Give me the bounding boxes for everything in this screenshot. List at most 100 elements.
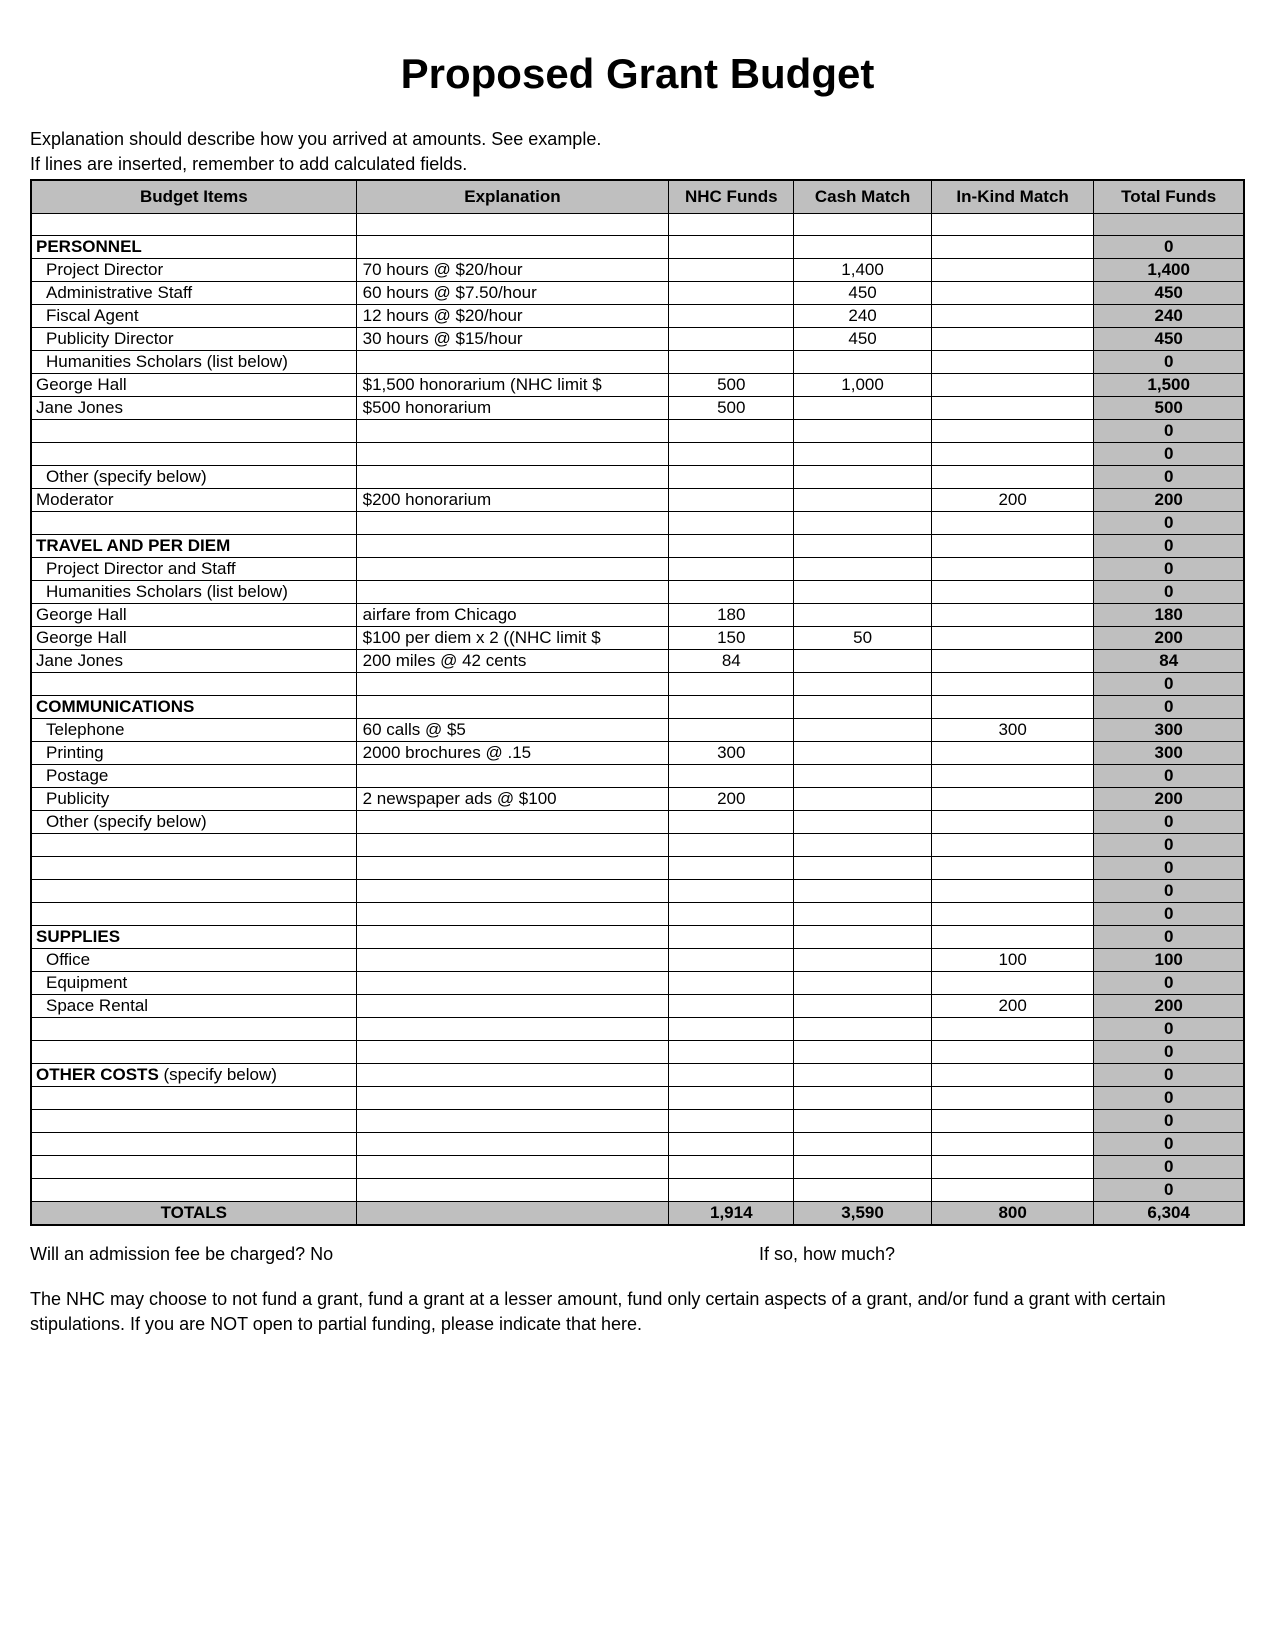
cell-cash: [794, 696, 932, 719]
cell-cash: [794, 788, 932, 811]
cell-item: [31, 1110, 356, 1133]
table-row: OTHER COSTS (specify below)0: [31, 1064, 1244, 1087]
intro-line-2: If lines are inserted, remember to add c…: [30, 153, 1245, 176]
cell-cash: [794, 811, 932, 834]
cell-explanation: [356, 972, 669, 995]
table-row: [31, 214, 1244, 236]
cell-explanation: [356, 1133, 669, 1156]
intro-line-1: Explanation should describe how you arri…: [30, 128, 1245, 151]
cell-cash: [794, 673, 932, 696]
cell-cash: [794, 1087, 932, 1110]
cell-explanation: 2 newspaper ads @ $100: [356, 788, 669, 811]
table-row: Project Director70 hours @ $20/hour1,400…: [31, 259, 1244, 282]
admission-fee-amount-question: If so, how much?: [759, 1244, 1245, 1265]
cell-total: 0: [1094, 236, 1244, 259]
cell-item: Project Director: [31, 259, 356, 282]
cell-item: [31, 857, 356, 880]
cell-nhc: [669, 1179, 794, 1202]
cell-total: 0: [1094, 1133, 1244, 1156]
table-row: 0: [31, 443, 1244, 466]
cell-total: 1,500: [1094, 374, 1244, 397]
cell-kind: [931, 535, 1094, 558]
cell-kind: [931, 397, 1094, 420]
cell-nhc: [669, 1156, 794, 1179]
cell-cash: 1,400: [794, 259, 932, 282]
cell-item: [31, 880, 356, 903]
cell-kind: [931, 788, 1094, 811]
cell-explanation: [356, 857, 669, 880]
table-row: TRAVEL AND PER DIEM0: [31, 535, 1244, 558]
cell-item: Project Director and Staff: [31, 558, 356, 581]
cell-kind: [931, 1018, 1094, 1041]
cell-item: Publicity Director: [31, 328, 356, 351]
cell-kind: [931, 1133, 1094, 1156]
cell-nhc: [669, 558, 794, 581]
table-row: 0: [31, 1156, 1244, 1179]
cell-cash: [794, 1110, 932, 1133]
cell-explanation: [356, 558, 669, 581]
cell-kind: [931, 604, 1094, 627]
cell-cash: [794, 857, 932, 880]
totals-row: TOTALS 1,914 3,590 800 6,304: [31, 1202, 1244, 1226]
cell-total: 1,400: [1094, 259, 1244, 282]
cell-nhc: [669, 1018, 794, 1041]
table-row: Publicity2 newspaper ads @ $100200200: [31, 788, 1244, 811]
cell-cash: [794, 834, 932, 857]
cell-item: George Hall: [31, 604, 356, 627]
table-row: Fiscal Agent12 hours @ $20/hour240240: [31, 305, 1244, 328]
cell-nhc: [669, 489, 794, 512]
table-row: Printing2000 brochures @ .15300300: [31, 742, 1244, 765]
cell-kind: [931, 627, 1094, 650]
cell-kind: [931, 443, 1094, 466]
cell-item: [31, 903, 356, 926]
cell-nhc: 500: [669, 374, 794, 397]
cell-kind: [931, 305, 1094, 328]
table-row: 0: [31, 1041, 1244, 1064]
footer-questions: Will an admission fee be charged? No If …: [30, 1244, 1245, 1265]
col-cash-match: Cash Match: [794, 180, 932, 214]
cell-item: Administrative Staff: [31, 282, 356, 305]
cell-kind: [931, 1156, 1094, 1179]
cell-explanation: $200 honorarium: [356, 489, 669, 512]
cell-nhc: [669, 351, 794, 374]
cell-kind: [931, 673, 1094, 696]
cell-nhc: [669, 949, 794, 972]
cell-item: Office: [31, 949, 356, 972]
cell-cash: [794, 581, 932, 604]
cell-cash: [794, 351, 932, 374]
cell-cash: [794, 535, 932, 558]
cell-explanation: 30 hours @ $15/hour: [356, 328, 669, 351]
cell-item: PERSONNEL: [31, 236, 356, 259]
cell-kind: [931, 214, 1094, 236]
cell-explanation: [356, 443, 669, 466]
cell-item: Other (specify below): [31, 466, 356, 489]
cell-explanation: [356, 696, 669, 719]
cell-total: 0: [1094, 1018, 1244, 1041]
cell-nhc: [669, 811, 794, 834]
cell-cash: 450: [794, 328, 932, 351]
cell-cash: [794, 558, 932, 581]
table-row: Telephone60 calls @ $5300300: [31, 719, 1244, 742]
cell-item: [31, 420, 356, 443]
table-row: Jane Jones$500 honorarium500500: [31, 397, 1244, 420]
cell-total: 0: [1094, 1064, 1244, 1087]
table-row: Humanities Scholars (list below)0: [31, 351, 1244, 374]
cell-cash: [794, 926, 932, 949]
cell-explanation: $100 per diem x 2 ((NHC limit $: [356, 627, 669, 650]
cell-cash: [794, 1156, 932, 1179]
cell-total: 240: [1094, 305, 1244, 328]
table-row: George Hallairfare from Chicago180180: [31, 604, 1244, 627]
cell-explanation: [356, 1110, 669, 1133]
cell-total: 0: [1094, 972, 1244, 995]
cell-nhc: [669, 995, 794, 1018]
cell-nhc: [669, 1064, 794, 1087]
cell-total: 0: [1094, 420, 1244, 443]
cell-kind: [931, 696, 1094, 719]
cell-explanation: [356, 1041, 669, 1064]
cell-cash: [794, 742, 932, 765]
cell-item: [31, 673, 356, 696]
cell-explanation: 200 miles @ 42 cents: [356, 650, 669, 673]
cell-nhc: [669, 1133, 794, 1156]
table-row: Other (specify below)0: [31, 811, 1244, 834]
cell-explanation: [356, 949, 669, 972]
